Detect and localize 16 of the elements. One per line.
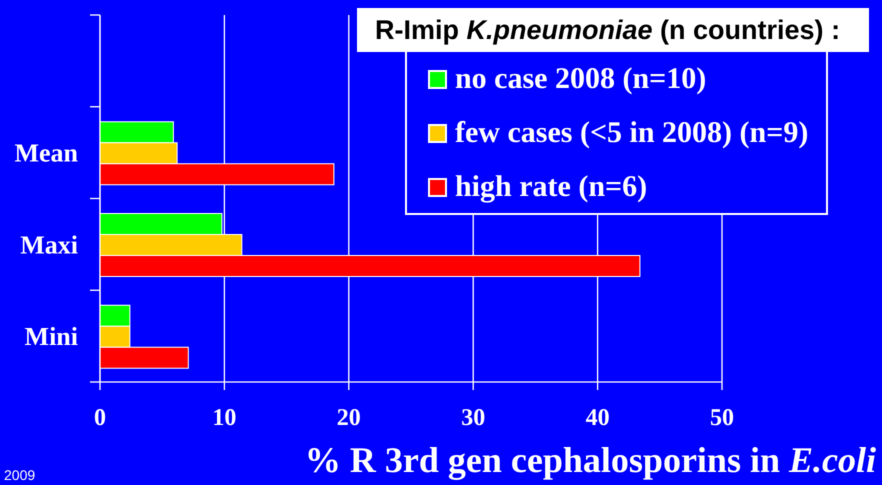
legend-label: no case 2008 (n=10) — [455, 62, 706, 96]
legend-title: R-Imip K.pneumoniae (n countries) : — [375, 15, 840, 45]
x-tick-label: 10 — [212, 405, 236, 432]
x-tick-label: 30 — [461, 405, 486, 432]
y-tick-label: Mini — [24, 322, 78, 352]
y-tick-label: Maxi — [20, 230, 78, 260]
x-tick-label: 20 — [336, 405, 361, 432]
y-tick-label: Mean — [14, 138, 79, 168]
x-tick-label: 0 — [94, 405, 106, 432]
text: 2009 — [4, 467, 36, 483]
x-tick-label: 40 — [586, 405, 610, 432]
legend-title-box: R-Imip K.pneumoniae (n countries) : — [357, 8, 869, 52]
legend-label: high rate (n=6) — [455, 170, 648, 204]
legend-label: few cases (<5 in 2008) (n=9) — [455, 116, 808, 150]
x-tick-label: 50 — [710, 405, 734, 432]
x-axis-title: % R 3rd gen cephalosporins in E.coli — [304, 440, 876, 480]
